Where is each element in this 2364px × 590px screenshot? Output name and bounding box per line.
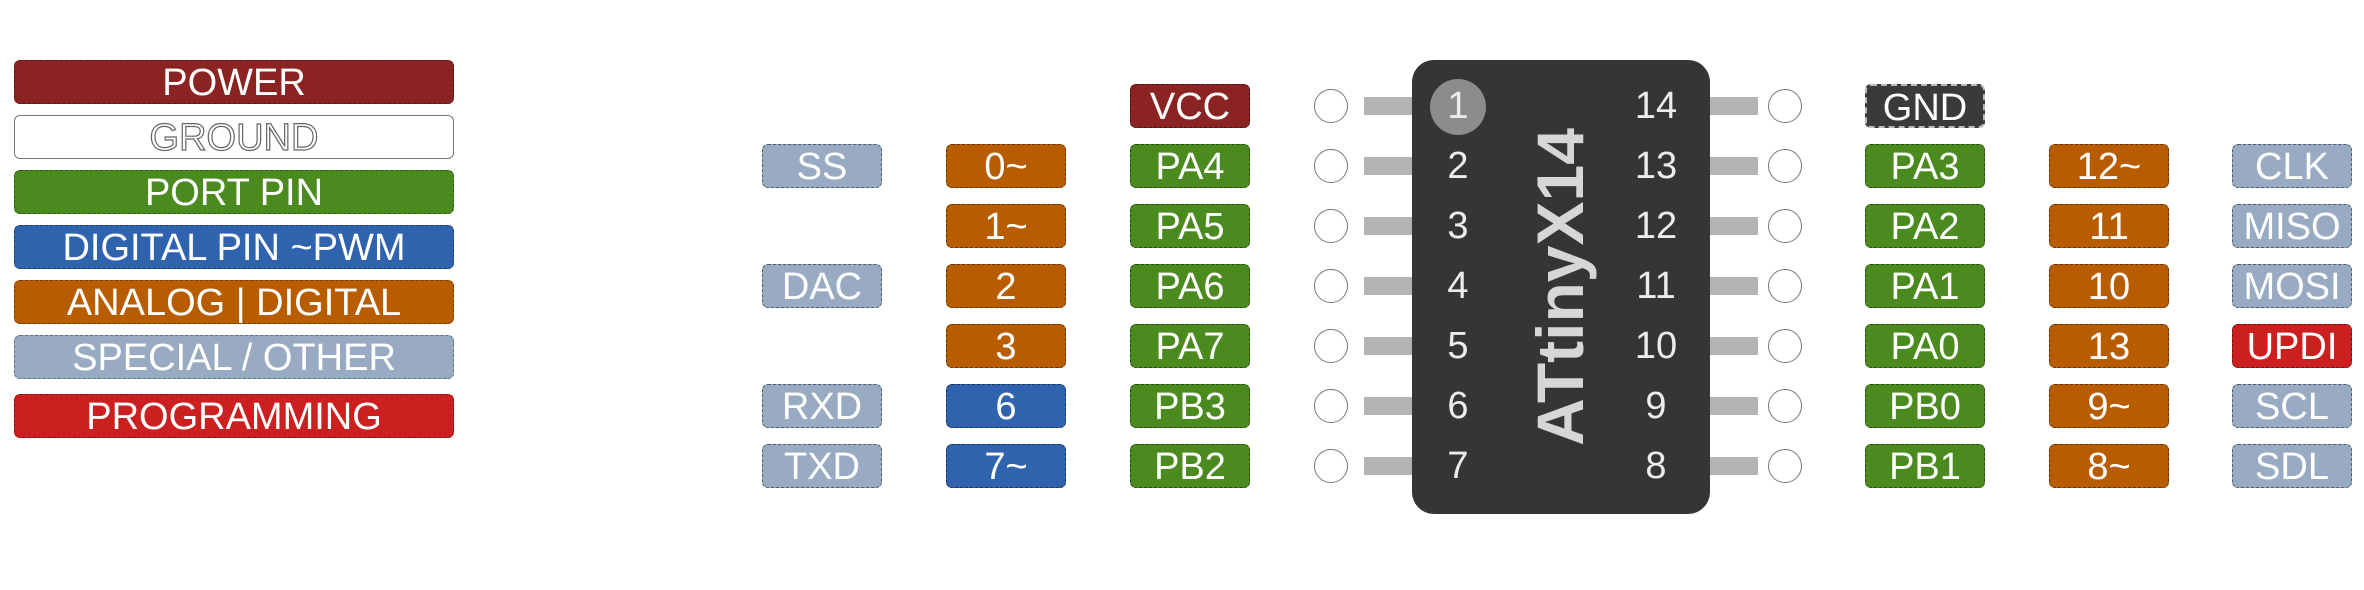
pin-6-pad (1314, 389, 1348, 423)
pin-1-number: 1 (1447, 85, 1469, 127)
pin-5-number: 5 (1447, 325, 1469, 367)
pin-8-number: 8 (1645, 445, 1667, 487)
pin-3-pad (1314, 209, 1348, 243)
pin-13-number: 13 (1634, 145, 1678, 187)
pin-7-pad (1314, 449, 1348, 483)
left-pin-1-port-label: VCC (1130, 84, 1250, 128)
pin-3-number: 3 (1447, 205, 1469, 247)
legend-digital: DIGITAL PIN ~PWM (14, 225, 454, 269)
right-pin-11-port-label: PA1 (1865, 264, 1985, 308)
left-pin-6-digital-label: 6 (946, 384, 1066, 428)
pin-12-lead (1710, 217, 1758, 235)
right-pin-13-digital-label: 12~ (2049, 144, 2169, 188)
chip-body (1412, 60, 1710, 514)
pin-7-number: 7 (1447, 445, 1469, 487)
pin-4-lead (1364, 277, 1412, 295)
pin-2-pad (1314, 149, 1348, 183)
pin-5-lead (1364, 337, 1412, 355)
left-pin-7-digital-label: 7~ (946, 444, 1066, 488)
left-pin-4-port-label: PA6 (1130, 264, 1250, 308)
right-pin-8-special-label: SDL (2232, 444, 2352, 488)
pin-10-number: 10 (1634, 325, 1678, 367)
left-pin-4-digital-label: 2 (946, 264, 1066, 308)
pin-12-pad (1768, 209, 1802, 243)
left-pin-3-port-label: PA5 (1130, 204, 1250, 248)
pin-2-lead (1364, 157, 1412, 175)
pin-14-pad (1768, 89, 1802, 123)
right-pin-13-port-label: PA3 (1865, 144, 1985, 188)
right-pin-8-digital-label: 8~ (2049, 444, 2169, 488)
pin-11-pad (1768, 269, 1802, 303)
right-pin-12-port-label: PA2 (1865, 204, 1985, 248)
pin-6-number: 6 (1447, 385, 1469, 427)
left-pin-5-digital-label: 3 (946, 324, 1066, 368)
right-pin-14-port-label: GND (1865, 84, 1985, 129)
right-pin-9-port-label: PB0 (1865, 384, 1985, 428)
pin-12-number: 12 (1634, 205, 1678, 247)
legend-analog: ANALOG | DIGITAL (14, 280, 454, 324)
right-pin-10-digital-label: 13 (2049, 324, 2169, 368)
right-pin-11-special-label: MOSI (2232, 264, 2352, 308)
pin-11-lead (1710, 277, 1758, 295)
right-pin-12-digital-label: 11 (2049, 204, 2169, 248)
left-pin-5-port-label: PA7 (1130, 324, 1250, 368)
right-pin-9-digital-label: 9~ (2049, 384, 2169, 428)
pin-9-pad (1768, 389, 1802, 423)
left-pin-7-port-label: PB2 (1130, 444, 1250, 488)
right-pin-8-port-label: PB1 (1865, 444, 1985, 488)
legend-programming: PROGRAMMING (14, 394, 454, 438)
pin-5-pad (1314, 329, 1348, 363)
pin-14-number: 14 (1634, 85, 1678, 127)
pin-1-lead (1364, 97, 1412, 115)
pin-10-pad (1768, 329, 1802, 363)
pin-9-number: 9 (1645, 385, 1667, 427)
pin-8-pad (1768, 449, 1802, 483)
left-pin-3-digital-label: 1~ (946, 204, 1066, 248)
left-pin-2-special-label: SS (762, 144, 882, 188)
pin-2-number: 2 (1447, 145, 1469, 187)
left-pin-6-special-label: RXD (762, 384, 882, 428)
pin-13-pad (1768, 149, 1802, 183)
left-pin-2-digital-label: 0~ (946, 144, 1066, 188)
right-pin-9-special-label: SCL (2232, 384, 2352, 428)
left-pin-4-special-label: DAC (762, 264, 882, 308)
legend-special: SPECIAL / OTHER (14, 335, 454, 379)
left-pin-7-special-label: TXD (762, 444, 882, 488)
right-pin-10-port-label: PA0 (1865, 324, 1985, 368)
pin-8-lead (1710, 457, 1758, 475)
pin-11-number: 11 (1636, 265, 1676, 307)
pin-7-lead (1364, 457, 1412, 475)
pin-4-pad (1314, 269, 1348, 303)
pin-10-lead (1710, 337, 1758, 355)
right-pin-11-digital-label: 10 (2049, 264, 2169, 308)
right-pin-12-special-label: MISO (2232, 204, 2352, 248)
left-pin-6-port-label: PB3 (1130, 384, 1250, 428)
right-pin-13-special-label: CLK (2232, 144, 2352, 188)
legend-ground: GROUND (14, 115, 454, 160)
pin-1-pad (1314, 89, 1348, 123)
pin-one-marker (1430, 79, 1486, 135)
left-pin-2-port-label: PA4 (1130, 144, 1250, 188)
pin-4-number: 4 (1447, 265, 1469, 307)
legend-power: POWER (14, 60, 454, 104)
pin-9-lead (1710, 397, 1758, 415)
right-pin-10-special-label: UPDI (2232, 324, 2352, 368)
pin-14-lead (1710, 97, 1758, 115)
chip-name: ATtinyX14 (1523, 128, 1597, 446)
pin-13-lead (1710, 157, 1758, 175)
legend-port: PORT PIN (14, 170, 454, 214)
pin-6-lead (1364, 397, 1412, 415)
pin-3-lead (1364, 217, 1412, 235)
